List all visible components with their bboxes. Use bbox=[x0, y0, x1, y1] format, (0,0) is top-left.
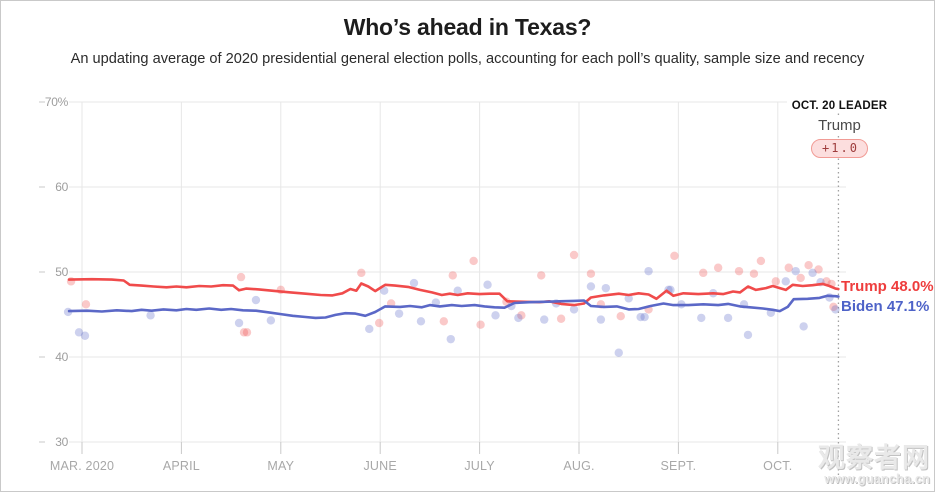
biden-poll-dot bbox=[596, 315, 606, 324]
trump-poll-dot bbox=[517, 311, 526, 320]
trump-poll-dot bbox=[771, 277, 781, 286]
biden-poll-dot bbox=[799, 322, 808, 331]
biden-poll-dot bbox=[743, 330, 753, 340]
biden-poll-dot bbox=[453, 286, 462, 295]
biden-poll-dot bbox=[80, 331, 90, 340]
biden-poll-dot bbox=[601, 283, 611, 293]
page-subtitle: An updating average of 2020 presidential… bbox=[70, 51, 865, 67]
trump-poll-dot bbox=[734, 266, 744, 276]
biden-poll-dot bbox=[586, 282, 596, 291]
leader-callout: OCT. 20 LEADER Trump +1.0 bbox=[742, 96, 934, 158]
biden-poll-dot bbox=[781, 277, 790, 286]
trump-poll-dot bbox=[357, 268, 366, 278]
biden-poll-dot bbox=[831, 305, 840, 314]
biden-poll-dot bbox=[446, 334, 455, 344]
trump-poll-dot bbox=[784, 263, 793, 272]
trump-poll-dot bbox=[556, 314, 566, 323]
trump-poll-dot bbox=[670, 251, 679, 261]
trump-poll-dot bbox=[796, 273, 805, 283]
page-title: Who’s ahead in Texas? bbox=[343, 14, 592, 40]
biden-poll-dot bbox=[234, 318, 244, 328]
y-axis-label: 30 bbox=[55, 435, 68, 449]
x-axis-label: MAR. 2020 bbox=[49, 459, 115, 473]
y-axis-label: 60 bbox=[55, 180, 68, 194]
y-axis-label: 40 bbox=[55, 350, 68, 364]
biden-poll-dot bbox=[624, 294, 633, 303]
biden-poll-dot bbox=[409, 278, 419, 288]
biden-poll-dot bbox=[644, 266, 653, 276]
x-axis-label: JULY bbox=[464, 459, 495, 473]
trump-poll-dot bbox=[375, 318, 384, 328]
biden-poll-dot bbox=[483, 280, 492, 289]
trump-poll-dot bbox=[236, 272, 246, 282]
trump-poll-dot bbox=[814, 265, 823, 274]
trump-poll-dot bbox=[448, 271, 457, 280]
biden-trend-line bbox=[67, 294, 840, 320]
biden-poll-dot bbox=[723, 313, 733, 323]
leader-margin-badge: +1.0 bbox=[811, 139, 868, 158]
biden-poll-dot bbox=[540, 315, 549, 324]
biden-poll-dot bbox=[791, 266, 800, 276]
trump-poll-dot bbox=[81, 300, 91, 309]
trump-series-label: Trump 48.0% bbox=[841, 278, 934, 295]
biden-poll-dot bbox=[394, 309, 404, 318]
biden-poll-dot bbox=[146, 311, 155, 320]
biden-poll-dot bbox=[825, 293, 834, 302]
leader-name: Trump bbox=[812, 117, 867, 134]
biden-poll-dot bbox=[379, 286, 389, 295]
x-axis-label: AUG. bbox=[563, 459, 595, 473]
biden-poll-dot bbox=[491, 311, 500, 320]
x-axis-label: SEPT. bbox=[660, 459, 697, 473]
trump-poll-dot bbox=[749, 269, 759, 278]
trump-poll-dot bbox=[469, 256, 478, 266]
x-axis-label: APRIL bbox=[162, 459, 200, 473]
biden-poll-dot bbox=[266, 316, 276, 325]
biden-poll-dot bbox=[569, 305, 579, 314]
biden-poll-dot bbox=[614, 348, 623, 357]
biden-poll-dot bbox=[640, 312, 649, 322]
trump-poll-dot bbox=[476, 320, 485, 329]
trump-poll-dot bbox=[829, 302, 838, 312]
biden-series-label: Biden 47.1% bbox=[841, 298, 930, 315]
trump-poll-dot bbox=[537, 271, 546, 280]
trump-poll-dot bbox=[699, 268, 708, 278]
trump-poll-dot bbox=[713, 263, 723, 272]
leader-date-label: OCT. 20 LEADER bbox=[788, 100, 891, 112]
biden-poll-dot bbox=[636, 312, 645, 322]
trump-poll-dot bbox=[616, 312, 625, 321]
trump-poll-dot bbox=[756, 256, 766, 266]
x-axis-label: MAY bbox=[267, 459, 295, 473]
biden-poll-dot bbox=[416, 317, 426, 326]
x-axis-label: OCT. bbox=[763, 459, 793, 473]
biden-poll-dot bbox=[365, 324, 374, 334]
trump-poll-dot bbox=[804, 261, 813, 270]
y-axis-label: 70% bbox=[44, 95, 68, 109]
trump-poll-dot bbox=[239, 328, 249, 337]
trump-poll-dot bbox=[569, 250, 579, 260]
biden-poll-dot bbox=[514, 313, 523, 323]
x-axis-label: JUNE bbox=[363, 459, 397, 473]
trump-poll-dot bbox=[242, 328, 252, 337]
biden-poll-dot bbox=[808, 268, 817, 278]
biden-poll-dot bbox=[251, 295, 261, 305]
biden-poll-dot bbox=[74, 328, 84, 337]
y-axis-label: 50 bbox=[55, 265, 68, 279]
trump-poll-dot bbox=[586, 269, 596, 278]
trump-poll-dot bbox=[439, 317, 449, 326]
trump-trend-line bbox=[67, 277, 840, 307]
biden-poll-dot bbox=[697, 313, 706, 323]
